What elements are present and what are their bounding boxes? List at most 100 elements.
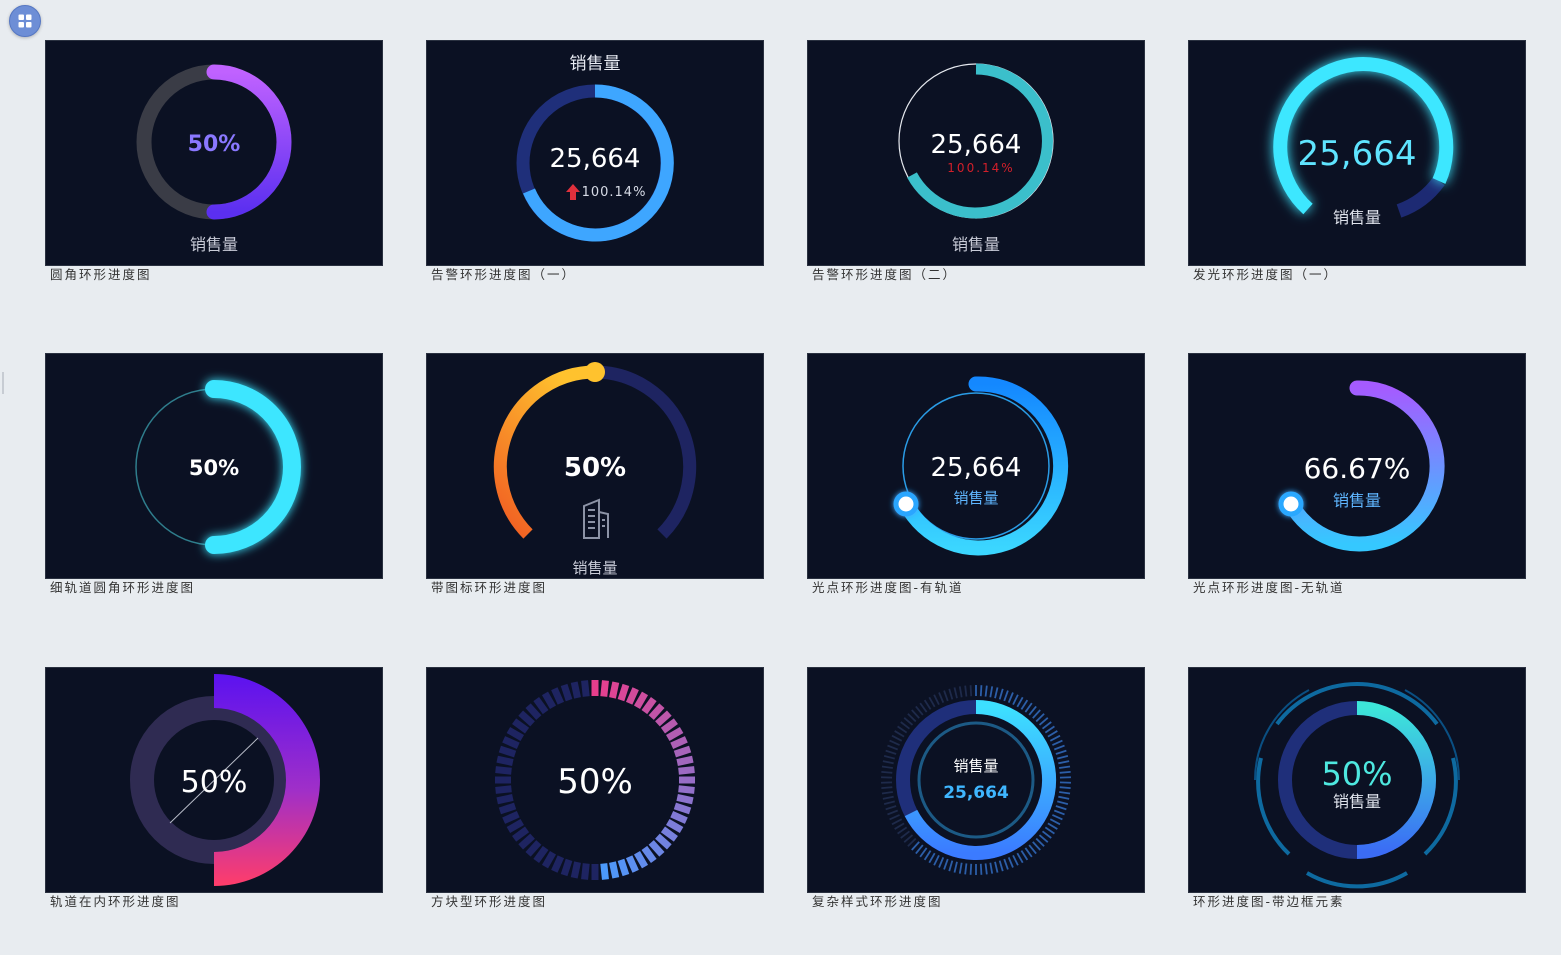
progress-block	[495, 766, 512, 775]
tick-mark	[933, 694, 940, 706]
chart-card-rounded-ring[interactable]: 50% 销售量 圆角环形进度图	[45, 40, 383, 283]
progress-block	[570, 861, 581, 879]
progress-arc	[1356, 701, 1436, 859]
tick-mark	[948, 688, 954, 700]
tick-mark	[1032, 841, 1041, 851]
label-text: 销售量	[1333, 208, 1381, 227]
chart-card-dot-ring-track[interactable]: 25,664 销售量 光点环形进度图-有轨道	[807, 353, 1145, 596]
tick-mark	[1055, 749, 1067, 755]
progress-block	[533, 845, 549, 863]
chart-card-thin-track-ring[interactable]: 50% 细轨道圆角环形进度图	[45, 353, 383, 596]
chart-tile[interactable]: 25,664 销售量	[1188, 40, 1526, 266]
chart-tile[interactable]: 50% 销售量	[426, 353, 764, 579]
progress-block	[506, 818, 525, 834]
card-caption: 轨道在内环形进度图	[50, 894, 181, 909]
tick-mark	[1028, 844, 1037, 855]
chart-card-dot-ring-no-track[interactable]: 66.67% 销售量 光点环形进度图-无轨道	[1188, 353, 1526, 596]
label-text: 销售量	[1333, 792, 1381, 811]
grid-apps-icon	[18, 14, 32, 28]
tick-mark	[998, 688, 1004, 700]
chart-card-icon-ring[interactable]: 50% 销售量 带图标环形进度图	[426, 353, 764, 596]
chart-tile[interactable]: 25,664 销售量	[807, 353, 1145, 579]
progress-block	[676, 755, 694, 766]
tick-mark	[969, 685, 973, 697]
tick-mark	[887, 744, 899, 751]
arrow-up-icon	[566, 184, 580, 200]
tick-mark	[998, 860, 1004, 872]
tick-mark	[1057, 754, 1069, 760]
tick-mark	[882, 795, 894, 800]
progress-block	[551, 855, 565, 873]
progress-block	[641, 845, 657, 863]
label-text: 销售量	[572, 559, 617, 577]
chart-tile[interactable]: 66.67% 销售量	[1188, 353, 1526, 579]
value-text: 50%	[564, 453, 626, 483]
title-text: 销售量	[570, 54, 621, 74]
border-decor-inner	[1254, 689, 1460, 781]
tick-mark	[938, 857, 945, 868]
progress-block	[670, 736, 688, 750]
progress-block	[665, 726, 684, 742]
tick-mark	[958, 862, 963, 874]
tick-mark	[1024, 847, 1033, 858]
tick-mark	[911, 841, 920, 851]
progress-block	[625, 855, 639, 873]
chart-card-bordered-ring[interactable]: 50% 销售量 环形进度图-带边框元素	[1188, 667, 1526, 910]
tick-mark	[887, 809, 899, 816]
progress-block	[518, 833, 535, 850]
progress-arc	[898, 376, 1069, 556]
progress-block	[591, 864, 599, 880]
tick-mark	[1057, 800, 1069, 806]
tick-mark	[923, 850, 932, 861]
chart-tile[interactable]: 50% 销售量	[45, 40, 383, 266]
tick-mark	[1028, 705, 1037, 716]
tick-mark	[979, 685, 983, 697]
progress-arc	[1273, 57, 1454, 215]
chart-tile[interactable]: 销售量 25,664 100.14%	[426, 40, 764, 266]
tick-mark	[885, 805, 897, 811]
tick-mark	[894, 730, 905, 738]
chart-tile[interactable]: 50% 销售量	[1188, 667, 1526, 893]
tick-mark	[915, 844, 924, 855]
app-menu-button[interactable]	[9, 5, 41, 37]
tick-mark	[1016, 696, 1024, 708]
tick-mark	[1053, 744, 1065, 751]
chart-tile[interactable]: 50%	[45, 353, 383, 579]
progress-block	[648, 840, 665, 857]
progress-block	[525, 703, 542, 720]
chart-card-alert-ring-1[interactable]: 销售量 25,664 100.14% 告警环形进度图（一）	[426, 40, 764, 283]
progress-block	[496, 755, 514, 766]
tick-mark	[1032, 709, 1041, 719]
tick-mark	[882, 760, 894, 765]
progress-block	[609, 861, 620, 879]
chart-card-glow-ring-1[interactable]: 25,664 销售量 发光环形进度图（一）	[1188, 40, 1526, 283]
label-text: 销售量	[190, 235, 238, 254]
label-text: 销售量	[953, 757, 998, 775]
chart-tile[interactable]: 50%	[426, 667, 764, 893]
chart-card-inner-track-ring[interactable]: 50% 轨道在内环形进度图	[45, 667, 383, 910]
chart-card-block-ring[interactable]: 50% 方块型环形进度图	[426, 667, 764, 910]
resize-handle[interactable]	[2, 372, 4, 394]
tick-mark	[889, 814, 900, 821]
chart-tile[interactable]: 25,664 100.14% 销售量	[807, 40, 1145, 266]
value-text: 50%	[181, 765, 248, 800]
card-caption: 光点环形进度图-无轨道	[1193, 580, 1345, 595]
chart-tile[interactable]: 销售量 25,664	[807, 667, 1145, 893]
progress-block	[498, 802, 517, 815]
tick-mark	[907, 713, 917, 723]
chart-card-complex-ring[interactable]: 销售量 25,664 复杂样式环形进度图	[807, 667, 1145, 910]
card-caption: 复杂样式环形进度图	[812, 894, 943, 909]
chart-card-alert-ring-2[interactable]: 25,664 100.14% 销售量 告警环形进度图（二）	[807, 40, 1145, 283]
value-text: 50%	[1321, 755, 1392, 793]
chart-tile[interactable]: 50%	[45, 667, 383, 893]
tick-mark	[1012, 694, 1019, 706]
progress-block	[673, 802, 692, 815]
progress-block	[655, 833, 672, 850]
tick-ring	[881, 685, 1071, 875]
block-ring	[495, 680, 695, 880]
card-caption: 带图标环形进度图	[431, 580, 548, 595]
progress-arc	[493, 365, 596, 539]
progress-block	[617, 683, 630, 702]
card-caption: 光点环形进度图-有轨道	[812, 580, 964, 595]
progress-block	[600, 863, 609, 880]
